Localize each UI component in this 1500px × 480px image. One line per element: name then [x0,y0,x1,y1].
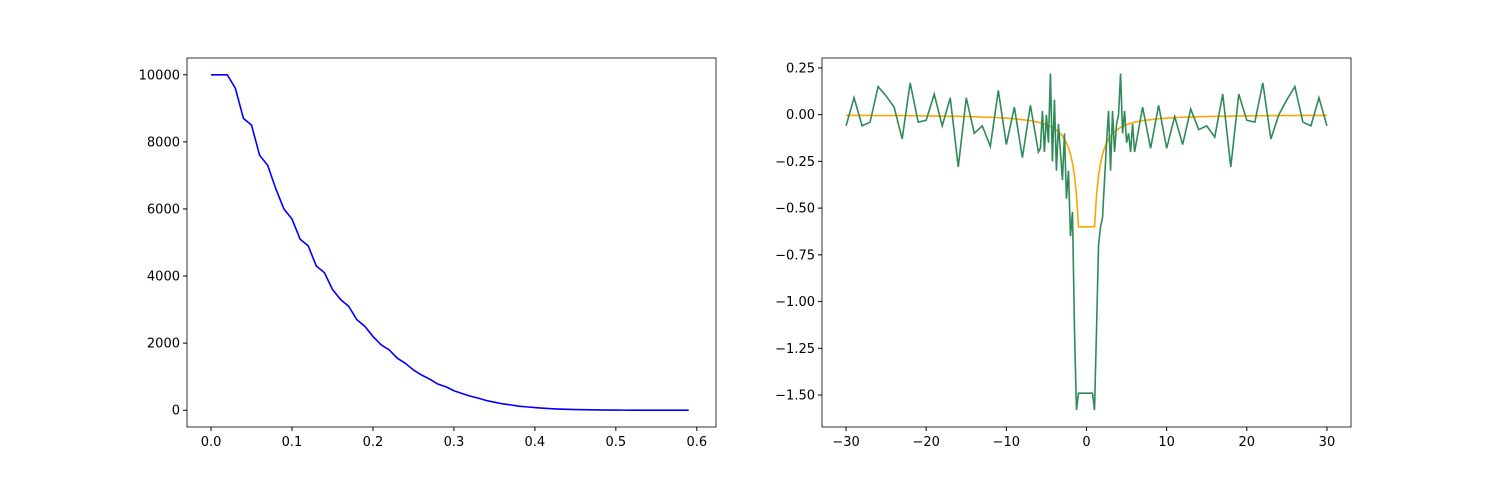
series-line [845,73,1328,411]
x-tick-label: −10 [993,435,1020,450]
x-tick-label: 30 [1319,435,1336,450]
x-tick-label: 0.6 [686,435,707,450]
x-tick-label: 20 [1239,435,1256,450]
axes-frame [186,57,717,428]
series-line [211,73,689,412]
y-tick-label: 0 [172,404,180,419]
y-tick-label: 0.00 [786,108,815,123]
x-tick-label: 0.1 [282,435,303,450]
x-tick-label: −30 [832,435,859,450]
y-tick-label: −0.75 [775,248,815,263]
y-tick-label: −1.00 [775,295,815,310]
x-tick-label: 0.0 [201,435,222,450]
x-tick-label: 10 [1158,435,1175,450]
y-tick-label: −0.50 [775,202,815,217]
x-tick-label: 0.2 [363,435,384,450]
y-tick-label: 6000 [147,202,180,217]
x-tick-label: 0.4 [525,435,546,450]
y-tick-label: 2000 [147,337,180,352]
y-tick-label: −1.50 [775,389,815,404]
x-tick-label: 0.5 [606,435,627,450]
x-tick-label: −20 [912,435,939,450]
y-tick-label: −1.25 [775,342,815,357]
y-tick-label: 0.25 [786,61,815,76]
x-tick-label: 0 [1082,435,1090,450]
x-tick-label: 0.3 [444,435,465,450]
y-tick-label: 10000 [139,68,180,83]
axes-frame [821,57,1352,428]
y-tick-label: 4000 [147,270,180,285]
series-line [846,114,1327,228]
y-tick-label: 8000 [147,135,180,150]
y-tick-label: −0.25 [775,155,815,170]
